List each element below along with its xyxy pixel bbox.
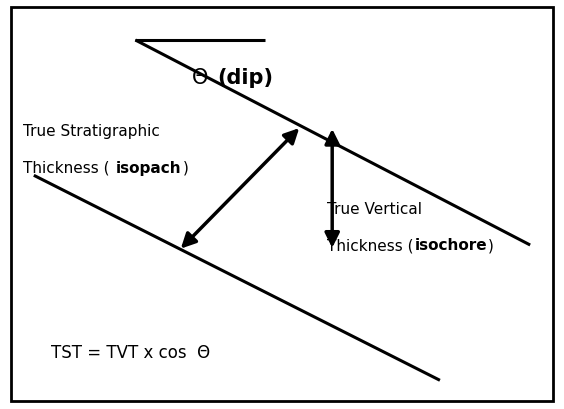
Text: Θ: Θ [192,68,215,88]
Text: Thickness (: Thickness ( [327,238,413,253]
Text: isopach: isopach [116,160,181,175]
Text: ): ) [183,160,189,175]
Text: Thickness (: Thickness ( [23,160,109,175]
Text: isochore: isochore [415,238,487,253]
Text: TST = TVT x cos  Θ: TST = TVT x cos Θ [51,343,210,361]
Text: True Stratigraphic: True Stratigraphic [23,124,160,138]
Text: True Vertical: True Vertical [327,201,422,216]
Text: ): ) [488,238,494,253]
Text: (dip): (dip) [217,68,273,88]
